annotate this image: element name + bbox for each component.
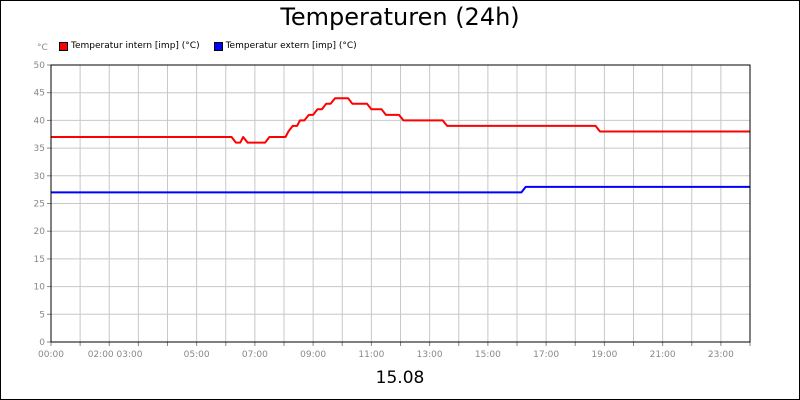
x-tick-label: 15:00 xyxy=(475,350,501,360)
chart-title: Temperaturen (24h) xyxy=(280,3,520,31)
y-tick-label: 50 xyxy=(34,61,46,71)
y-tick-label: 30 xyxy=(34,172,46,182)
series-line-extern xyxy=(51,185,750,194)
y-tick-label: 20 xyxy=(34,227,46,237)
legend-entry-intern: Temperatur intern [imp] (°C) xyxy=(59,41,200,51)
y-tick-label: 15 xyxy=(34,255,45,265)
x-tick-label: 23:00 xyxy=(708,350,734,360)
y-tick-label: 40 xyxy=(34,116,46,126)
y-tick-label: 0 xyxy=(39,338,45,348)
x-axis-date: 15.08 xyxy=(375,368,425,388)
y-tick-label: 5 xyxy=(39,310,45,320)
x-tick-label: 21:00 xyxy=(650,350,676,360)
x-tick-label: 11:00 xyxy=(358,350,384,360)
plot-border xyxy=(50,64,751,343)
y-tick-label: 45 xyxy=(34,89,45,99)
y-axis-unit: °C xyxy=(37,43,48,53)
x-tick-label: 00:00 xyxy=(38,350,64,360)
x-tick-label: 17:00 xyxy=(533,350,559,360)
y-tick-label: 35 xyxy=(34,144,45,154)
legend-entry-extern: Temperatur extern [imp] (°C) xyxy=(213,41,357,51)
legend-swatch-intern xyxy=(59,41,68,51)
y-tick-label: 25 xyxy=(34,200,45,210)
legend-swatch-extern xyxy=(213,41,223,51)
x-tick-label: 19:00 xyxy=(591,350,617,360)
series-line-intern xyxy=(51,97,750,144)
x-tick-label: 05:00 xyxy=(184,350,210,360)
x-tick-label: 09:00 xyxy=(300,350,326,360)
legend: Temperatur intern [imp] (°C) Temperatur … xyxy=(59,40,371,52)
x-tick-label: 13:00 xyxy=(417,350,443,360)
y-tick-label: 10 xyxy=(34,283,46,293)
x-tick-label: 07:00 xyxy=(242,350,268,360)
legend-label-extern: Temperatur extern [imp] (°C) xyxy=(225,41,357,51)
x-tick-label: 02:00 03:00 xyxy=(88,350,143,360)
legend-label-intern: Temperatur intern [imp] (°C) xyxy=(71,41,200,51)
